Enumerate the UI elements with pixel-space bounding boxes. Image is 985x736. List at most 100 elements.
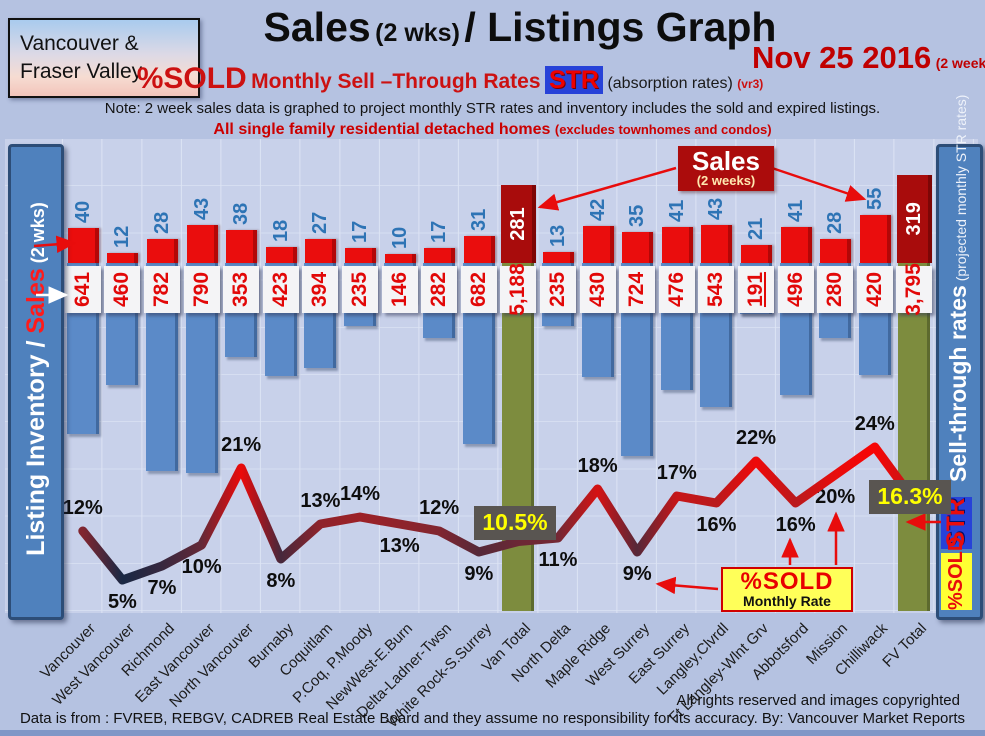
title-main: Sales	[263, 4, 371, 50]
inventory-value-label: 782	[150, 271, 173, 308]
left-axis-part2: Sales	[22, 268, 50, 334]
sales-count-label: 13	[547, 224, 569, 247]
inventory-label-box	[817, 266, 854, 313]
inventory-label-box	[342, 266, 378, 313]
sales-count-label: 55	[863, 187, 886, 210]
homes-text: All single family residential detached h…	[213, 121, 551, 138]
inventory-label-box	[619, 266, 656, 313]
region-line1: Vancouver &	[20, 32, 139, 55]
inventory-value-label: 460	[110, 271, 134, 308]
inventory-label-box	[104, 266, 141, 313]
version-note: (vr3)	[737, 77, 764, 91]
van-total-rate-box: 10.5%	[474, 505, 556, 540]
sell-through-rate-label: 18%	[577, 455, 618, 477]
right-axis-main: Sell-through rates	[945, 285, 971, 482]
inventory-label-box	[144, 266, 180, 313]
sell-through-rate-label: 20%	[815, 486, 856, 508]
inventory-value-label: 280	[823, 271, 847, 308]
bar-sales	[345, 248, 376, 263]
inventory-value-label: 394	[308, 271, 332, 308]
sales-count-label: 18	[269, 220, 292, 243]
bar-sales	[186, 225, 218, 263]
inventory-value-label: 724	[625, 271, 649, 308]
title-rest: / Listings Graph	[464, 4, 777, 50]
bar-sales	[543, 251, 574, 263]
bar-sales	[701, 225, 733, 263]
left-axis-part3: (2 wks)	[28, 202, 48, 269]
bar-sales	[859, 214, 891, 263]
title-paren: (2 wks)	[375, 19, 460, 47]
date-text: Nov 25 2016	[752, 40, 932, 75]
sell-through-rate-label: 10%	[181, 556, 222, 578]
bar-sales	[780, 227, 812, 263]
sell-through-rate-label: 16%	[696, 514, 737, 536]
sales-count-label: 43	[190, 198, 213, 221]
sell-through-rate-label: 9%	[464, 563, 494, 585]
fv-total-rate-box: 16.3%	[869, 479, 951, 514]
inventory-label-box	[738, 266, 774, 313]
inventory-label-box	[381, 266, 418, 313]
sales-count-label: 28	[824, 211, 847, 234]
inventory-value-label: 235	[348, 271, 371, 308]
bar-sales	[226, 229, 258, 264]
sell-through-rate-label: 16%	[775, 514, 816, 536]
inventory-label-box	[223, 266, 260, 313]
pct-sold-callout-title: %SOLD	[740, 568, 834, 595]
left-axis-sidebar	[8, 144, 64, 620]
subtitle-row: %SOLD Monthly Sell –Through Rates STR (a…	[0, 62, 900, 96]
sales-count-label: 42	[586, 199, 609, 222]
copyright-note: All rights reserved and images copyright…	[676, 692, 960, 709]
sales-count-label: 38	[230, 202, 253, 225]
pct-sold-callout: %SOLD Monthly Rate	[721, 567, 853, 612]
sales-count-label-total: 281	[507, 207, 530, 241]
subtitle-text: Monthly Sell –Through Rates	[251, 70, 541, 93]
sales-count-label: 35	[626, 205, 649, 228]
sell-through-rate-label: 22%	[735, 427, 777, 449]
pct-sold-label: %SOLD	[136, 62, 247, 95]
inventory-label-box	[460, 266, 497, 313]
left-axis-part1: Listing Inventory /	[22, 333, 50, 556]
str-badge: STR	[544, 66, 603, 94]
inventory-label-box	[540, 266, 576, 313]
sales-callout: Sales (2 weeks)	[678, 146, 774, 191]
inventory-label-box	[698, 266, 735, 313]
bar-sales	[67, 228, 99, 263]
homes-note: All single family residential detached h…	[0, 121, 985, 139]
bar-sales	[661, 227, 693, 263]
bar-sales	[305, 239, 337, 263]
inventory-label-box	[658, 266, 695, 313]
inventory-value-label: 682	[466, 271, 490, 308]
sales-count-label: 40	[71, 200, 94, 223]
inventory-value-label: 543	[704, 271, 728, 308]
sales-count-label: 12	[111, 225, 134, 248]
data-source-note: Data is from : FVREB, REBGV, CADREB Real…	[19, 710, 966, 727]
inventory-value-label: 282	[427, 271, 451, 308]
sales-count-label: 31	[467, 208, 490, 231]
report-date: Nov 25 2016 (2 weeks)	[752, 40, 985, 76]
bar-sales	[622, 232, 654, 263]
bar-sales	[384, 254, 416, 264]
inventory-value-label: 235	[546, 271, 569, 308]
sell-through-rate-label: 9%	[622, 563, 652, 585]
inventory-value-label: 191	[744, 271, 767, 308]
sales-count-label: 28	[151, 211, 173, 234]
inventory-value-label: 3,795	[902, 263, 926, 316]
sales-count-label: 27	[309, 212, 332, 235]
inventory-label-box	[579, 266, 616, 313]
inventory-label-box	[896, 266, 933, 313]
absorption-note: (absorption rates)	[607, 75, 733, 92]
inventory-label-box	[856, 266, 893, 313]
bar-sales	[265, 247, 297, 264]
bar-sales	[463, 235, 495, 263]
inventory-label-box	[183, 266, 220, 313]
sell-through-rate-label: 5%	[107, 591, 137, 613]
inventory-label-box	[421, 266, 458, 313]
inventory-value-label: 5,188	[506, 263, 530, 316]
inventory-label-box	[777, 266, 814, 313]
sales-count-label-total: 319	[903, 202, 926, 236]
inventory-value-label: 790	[189, 271, 213, 308]
bar-sales	[147, 238, 178, 263]
bar-sales	[107, 252, 139, 263]
inventory-value-label: 420	[862, 271, 886, 308]
